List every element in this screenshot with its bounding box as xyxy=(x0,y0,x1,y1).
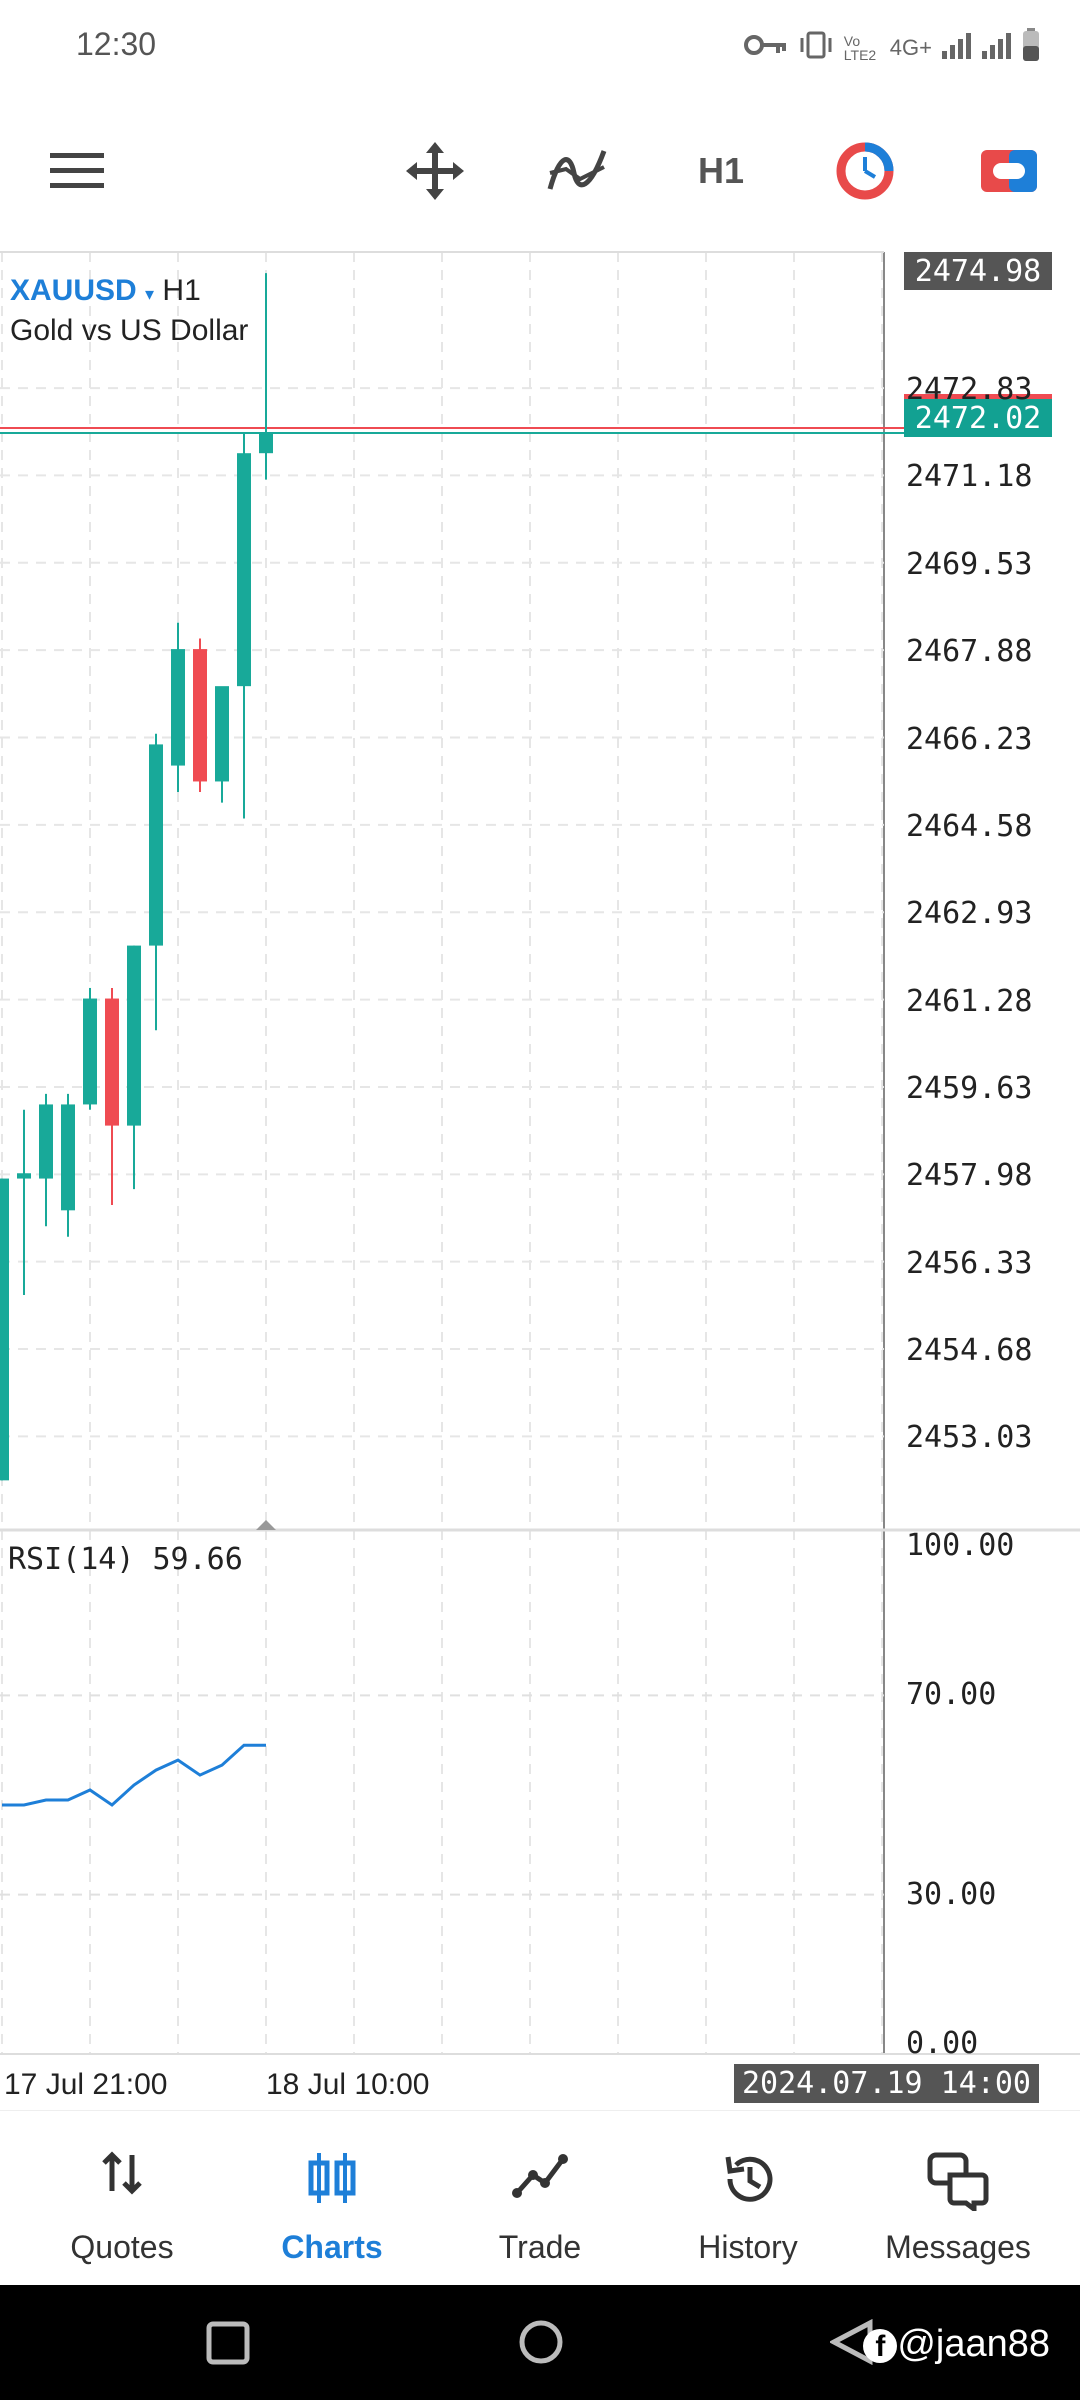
history-icon xyxy=(720,2151,776,2212)
symbol-dropdown-icon[interactable]: ▾ xyxy=(145,284,155,304)
current-price-box: 2472.02 xyxy=(904,394,1052,437)
symbol-header[interactable]: XAUUSD ▾ H1 xyxy=(10,274,201,308)
status-icons: Vo LTE2 4G+ xyxy=(743,24,1040,72)
network-type: 4G+ xyxy=(889,35,932,60)
facebook-icon: f xyxy=(863,2329,898,2363)
price-label: 2454.68 xyxy=(906,1333,1033,1369)
chart-toolbar: H1 xyxy=(0,96,1080,246)
nav-charts[interactable]: Charts xyxy=(232,2111,432,2286)
recents-icon[interactable] xyxy=(206,2321,250,2370)
candle-body xyxy=(0,1178,9,1481)
price-label: 2457.98 xyxy=(906,1158,1033,1194)
price-label: 2462.93 xyxy=(906,896,1033,932)
symbol-name[interactable]: XAUUSD xyxy=(10,274,137,307)
status-time: 12:30 xyxy=(76,26,157,62)
price-label: 2464.58 xyxy=(906,808,1033,844)
rsi-level-label: 30.00 xyxy=(906,1876,997,1912)
messages-icon xyxy=(926,2151,990,2216)
charts-icon xyxy=(307,2151,357,2210)
battery-icon xyxy=(1022,28,1040,68)
chart-grid xyxy=(0,251,1080,2055)
price-label: 2456.33 xyxy=(906,1245,1033,1281)
price-label: 2459.63 xyxy=(906,1070,1033,1106)
chart-canvas[interactable] xyxy=(0,246,1080,2106)
signal-icon-2 xyxy=(982,31,1012,65)
candle-body xyxy=(83,998,97,1105)
candle-body xyxy=(127,945,141,1126)
bottom-nav: Quotes Charts Trade History Messages xyxy=(0,2110,1080,2286)
rsi-label: RSI(14) 59.66 xyxy=(8,1542,243,1577)
timeframe-button[interactable]: H1 xyxy=(697,150,745,191)
symbol-timeframe: H1 xyxy=(162,274,201,307)
price-top-box: 2474.98 xyxy=(904,252,1052,290)
price-label: 2472.83 xyxy=(906,372,1033,408)
nav-trade[interactable]: Trade xyxy=(440,2111,640,2286)
one-click-trading-icon[interactable] xyxy=(830,136,900,206)
candle-body xyxy=(17,1173,31,1179)
candle-body xyxy=(193,649,207,782)
price-label: 2469.53 xyxy=(906,546,1033,582)
candle-body xyxy=(61,1104,75,1211)
symbol-description: Gold vs US Dollar xyxy=(10,314,249,347)
menu-icon[interactable] xyxy=(42,136,112,206)
key-icon xyxy=(743,33,788,63)
time-label-mid: 18 Jul 10:00 xyxy=(266,2068,430,2101)
watermark: f @jaan88 xyxy=(863,2323,1050,2366)
status-bar: 12:30 Vo LTE2 4G+ xyxy=(0,0,1080,96)
volte-icon: Vo LTE2 xyxy=(843,33,877,63)
pane-resize-handle xyxy=(256,1520,276,1530)
candle-body xyxy=(105,998,119,1126)
system-navigation-bar: f @jaan88 xyxy=(0,2285,1080,2400)
trade-panel-icon[interactable] xyxy=(974,136,1044,206)
chart-area[interactable]: XAUUSD ▾ H1 Gold vs US Dollar 2474.98 24… xyxy=(0,246,1080,2106)
rsi-level-label: 0.00 xyxy=(906,2026,979,2061)
nav-history[interactable]: History xyxy=(648,2111,848,2286)
vibrate-icon xyxy=(798,30,834,66)
price-label: 2467.88 xyxy=(906,634,1033,670)
candle-body xyxy=(215,686,229,782)
price-label: 2471.18 xyxy=(906,459,1033,495)
rsi-level-label: 70.00 xyxy=(906,1677,997,1713)
indicators-icon[interactable] xyxy=(542,136,612,206)
quotes-icon xyxy=(98,2151,146,2200)
nav-quotes[interactable]: Quotes xyxy=(22,2111,222,2286)
rsi-line xyxy=(2,1743,266,1807)
rsi-level-label: 100.00 xyxy=(906,1528,1015,1563)
price-label: 2453.03 xyxy=(906,1420,1033,1456)
price-label: 2461.28 xyxy=(906,983,1033,1019)
time-cursor-box: 2024.07.19 14:00 xyxy=(734,2064,1039,2103)
candle-body xyxy=(259,432,273,454)
candle-body xyxy=(171,649,185,766)
rsi-indicator xyxy=(2,1743,266,1807)
nav-messages[interactable]: Messages xyxy=(858,2111,1058,2286)
price-label: 2466.23 xyxy=(906,721,1033,757)
candle-body xyxy=(39,1104,53,1179)
home-icon[interactable] xyxy=(518,2319,564,2370)
candle-body xyxy=(237,453,251,687)
signal-icon-1 xyxy=(942,31,972,65)
crosshair-move-icon[interactable] xyxy=(400,136,470,206)
time-label-left: 17 Jul 21:00 xyxy=(4,2068,168,2101)
candle-body xyxy=(149,744,163,946)
trade-icon xyxy=(511,2151,569,2204)
candles xyxy=(0,273,273,1481)
